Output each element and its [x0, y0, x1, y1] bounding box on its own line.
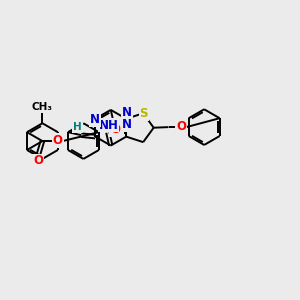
Text: O: O [33, 154, 43, 167]
Text: O: O [52, 134, 63, 147]
Text: N: N [122, 118, 132, 131]
Text: O: O [176, 120, 186, 133]
Text: S: S [140, 107, 148, 120]
Text: N: N [90, 113, 100, 126]
Text: N: N [122, 106, 132, 119]
Text: H: H [73, 122, 82, 132]
Text: O: O [110, 123, 120, 136]
Text: CH₃: CH₃ [32, 102, 53, 112]
Text: NH: NH [98, 118, 118, 131]
